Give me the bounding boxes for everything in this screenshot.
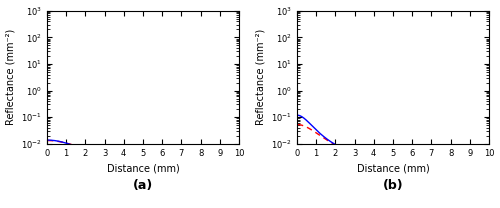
Y-axis label: Reflectance (mm⁻²): Reflectance (mm⁻²) — [256, 29, 266, 125]
X-axis label: Distance (mm): Distance (mm) — [106, 163, 180, 173]
Title: (a): (a) — [133, 178, 153, 192]
Title: (b): (b) — [382, 178, 404, 192]
Y-axis label: Reflectance (mm⁻²): Reflectance (mm⁻²) — [6, 29, 16, 125]
X-axis label: Distance (mm): Distance (mm) — [356, 163, 430, 173]
